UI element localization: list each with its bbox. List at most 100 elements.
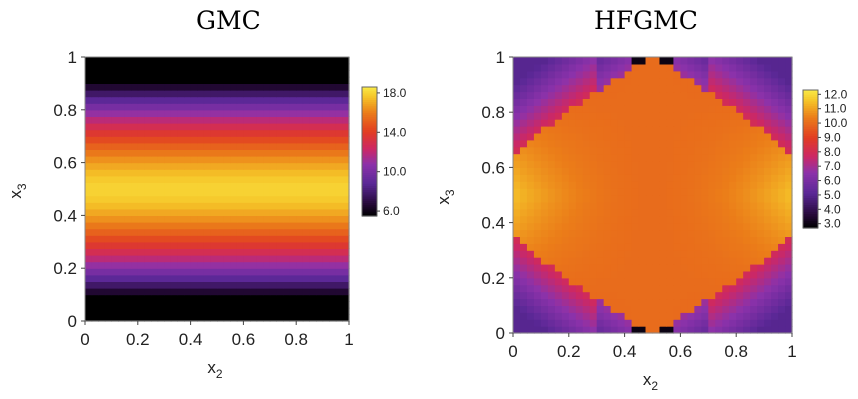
hfgmc-cell [729,250,737,258]
hfgmc-cell [589,188,598,196]
hfgmc-cell [750,57,758,65]
gmc-cell [151,70,159,78]
hfgmc-cell [729,119,737,127]
hfgmc-cell [750,270,758,279]
gmc-cell [250,76,258,84]
gmc-cell [184,222,192,230]
gmc-cell [263,109,271,117]
hfgmc-cell [680,195,688,203]
gmc-cell [104,189,112,197]
gmc-cell [111,202,119,210]
gmc-cell [329,57,337,65]
hfgmc-colorbar-segment [803,152,818,155]
hfgmc-cell [764,312,772,320]
hfgmc-cell [575,291,584,300]
gmc-cell [151,96,159,104]
hfgmc-cell [645,188,654,196]
hfgmc-cell [785,277,793,286]
hfgmc-cell [645,236,654,244]
gmc-cell [269,76,277,84]
hfgmc-cell [659,84,668,93]
hfgmc-cell [687,326,695,334]
gmc-cell [316,281,324,289]
hfgmc-cell [596,270,605,279]
hfgmc-cell [750,305,758,313]
gmc-cell [223,314,231,322]
hfgmc-cell [673,57,681,65]
gmc-cell [302,261,310,269]
gmc-cell [316,149,324,157]
hfgmc-cell [603,270,612,279]
hfgmc-cell [526,298,535,306]
gmc-cell [342,235,350,243]
hfgmc-cell [729,132,737,141]
hfgmc-cell [652,326,661,334]
hfgmc-cell [708,305,716,313]
gmc-cell [243,116,251,124]
hfgmc-cell [771,250,779,258]
hfgmc-cell [757,257,765,265]
gmc-cell [210,248,218,256]
gmc-cell [197,215,205,223]
gmc-cell [170,274,178,282]
hfgmc-cell [568,201,577,210]
hfgmc-cell [645,215,654,224]
gmc-cell [263,248,271,256]
gmc-cell [131,175,139,183]
gmc-cell [250,215,258,223]
hfgmc-cell [596,236,605,244]
gmc-cell [210,288,218,296]
gmc-cell [296,109,304,117]
hfgmc-cell [694,112,702,120]
gmc-cell [276,241,284,249]
gmc-cell [217,175,225,183]
hfgmc-cell [771,126,779,134]
hfgmc-cell [513,105,521,113]
hfgmc-cell [715,57,723,65]
hfgmc-cell [750,174,758,182]
gmc-cell [263,149,271,157]
gmc-cell [184,136,192,144]
hfgmc-cell [554,112,563,120]
gmc-cell [184,96,192,104]
gmc-cell [243,208,251,216]
hfgmc-cell [708,84,716,93]
hfgmc-cell [743,160,751,168]
hfgmc-cell [778,167,786,175]
gmc-cell [263,314,271,322]
hfgmc-cell [680,319,688,327]
hfgmc-cell [617,215,626,224]
gmc-cell [250,314,258,322]
gmc-cell [230,208,238,216]
hfgmc-x-tick-label: 0.2 [557,342,581,361]
hfgmc-cell [624,312,633,320]
gmc-cell [91,307,99,315]
gmc-cell [302,189,310,197]
hfgmc-cell [638,305,647,313]
gmc-cell [190,109,198,117]
hfgmc-cell [666,298,675,306]
gmc-cell [190,301,198,309]
hfgmc-cell [575,326,584,334]
gmc-cell [263,189,271,197]
gmc-cell [118,103,126,111]
gmc-cell [137,70,145,78]
hfgmc-cell [582,326,591,334]
gmc-cell [137,156,145,164]
gmc-cell [203,83,211,91]
hfgmc-cell [722,98,730,106]
gmc-cell [91,195,99,203]
gmc-cell [151,129,159,137]
hfgmc-colorbar-segment [803,90,818,93]
gmc-cell [316,294,324,302]
hfgmc-cell [596,326,605,334]
gmc-cell [309,123,317,131]
hfgmc-cell [582,126,591,134]
gmc-cell [197,123,205,131]
gmc-cell [91,314,99,322]
hfgmc-cell [701,188,709,196]
gmc-cell [151,274,159,282]
hfgmc-cell [743,284,751,293]
hfgmc-cell [638,326,647,334]
gmc-cell [283,76,291,84]
